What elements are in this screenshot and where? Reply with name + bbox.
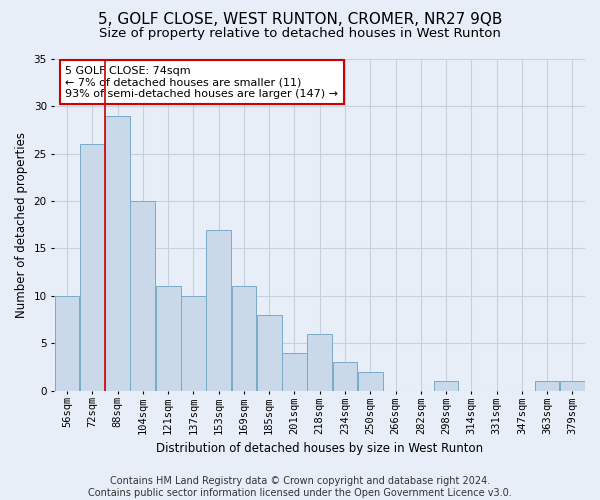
Y-axis label: Number of detached properties: Number of detached properties bbox=[15, 132, 28, 318]
Bar bbox=[232, 286, 256, 391]
Text: 5 GOLF CLOSE: 74sqm
← 7% of detached houses are smaller (11)
93% of semi-detache: 5 GOLF CLOSE: 74sqm ← 7% of detached hou… bbox=[65, 66, 338, 99]
Bar bbox=[307, 334, 332, 390]
Bar bbox=[434, 381, 458, 390]
Bar bbox=[181, 296, 206, 390]
Bar bbox=[332, 362, 358, 390]
Bar bbox=[55, 296, 79, 390]
Bar bbox=[560, 381, 585, 390]
Bar bbox=[206, 230, 231, 390]
Text: 5, GOLF CLOSE, WEST RUNTON, CROMER, NR27 9QB: 5, GOLF CLOSE, WEST RUNTON, CROMER, NR27… bbox=[98, 12, 502, 28]
Text: Contains HM Land Registry data © Crown copyright and database right 2024.
Contai: Contains HM Land Registry data © Crown c… bbox=[88, 476, 512, 498]
X-axis label: Distribution of detached houses by size in West Runton: Distribution of detached houses by size … bbox=[156, 442, 483, 455]
Bar bbox=[105, 116, 130, 390]
Bar bbox=[257, 315, 281, 390]
Bar bbox=[130, 201, 155, 390]
Bar bbox=[282, 352, 307, 391]
Bar bbox=[358, 372, 383, 390]
Bar bbox=[535, 381, 559, 390]
Text: Size of property relative to detached houses in West Runton: Size of property relative to detached ho… bbox=[99, 28, 501, 40]
Bar bbox=[156, 286, 181, 391]
Bar bbox=[80, 144, 105, 390]
